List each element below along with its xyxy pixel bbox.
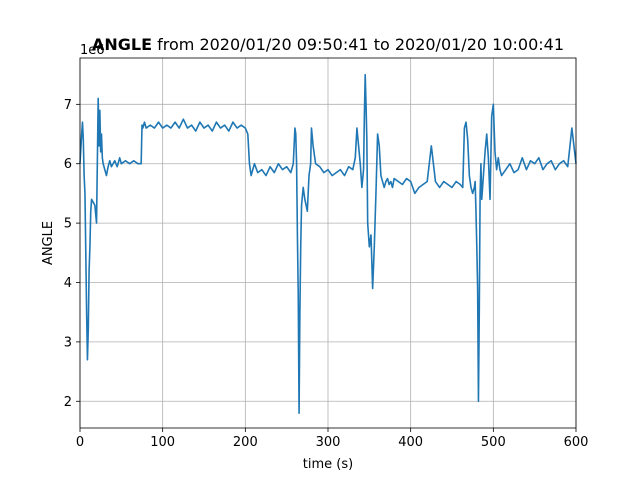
y-tick-label: 4 [64, 276, 72, 291]
grid-lines [79, 58, 577, 428]
y-tick-label: 2 [64, 395, 72, 410]
x-tick-label: 200 [233, 435, 258, 450]
chart-title-rest: from 2020/01/20 09:50:41 to 2020/01/20 1… [152, 35, 564, 54]
y-axis-label: ANGLE [41, 221, 56, 265]
x-tick-label: 500 [481, 435, 506, 450]
chart-title: ANGLE from 2020/01/20 09:50:41 to 2020/0… [92, 35, 564, 54]
x-tick-label: 0 [76, 435, 84, 450]
y-tick-label: 6 [64, 157, 72, 172]
y-offset-label: 1e6 [80, 43, 105, 58]
x-tick-label: 600 [564, 435, 589, 450]
chart-title-bold: ANGLE [92, 35, 152, 54]
y-tick-label: 7 [64, 98, 72, 113]
x-tick-label: 100 [150, 435, 175, 450]
series-line [79, 73, 577, 414]
x-tick-label: 300 [316, 435, 341, 450]
axis-ticks: 0 100 200 300 400 500 600 2 3 4 5 6 7 [64, 98, 589, 450]
y-tick-label: 5 [64, 217, 72, 232]
x-tick-label: 400 [398, 435, 423, 450]
y-tick-label: 3 [64, 335, 72, 350]
x-axis-label: time (s) [303, 457, 353, 472]
